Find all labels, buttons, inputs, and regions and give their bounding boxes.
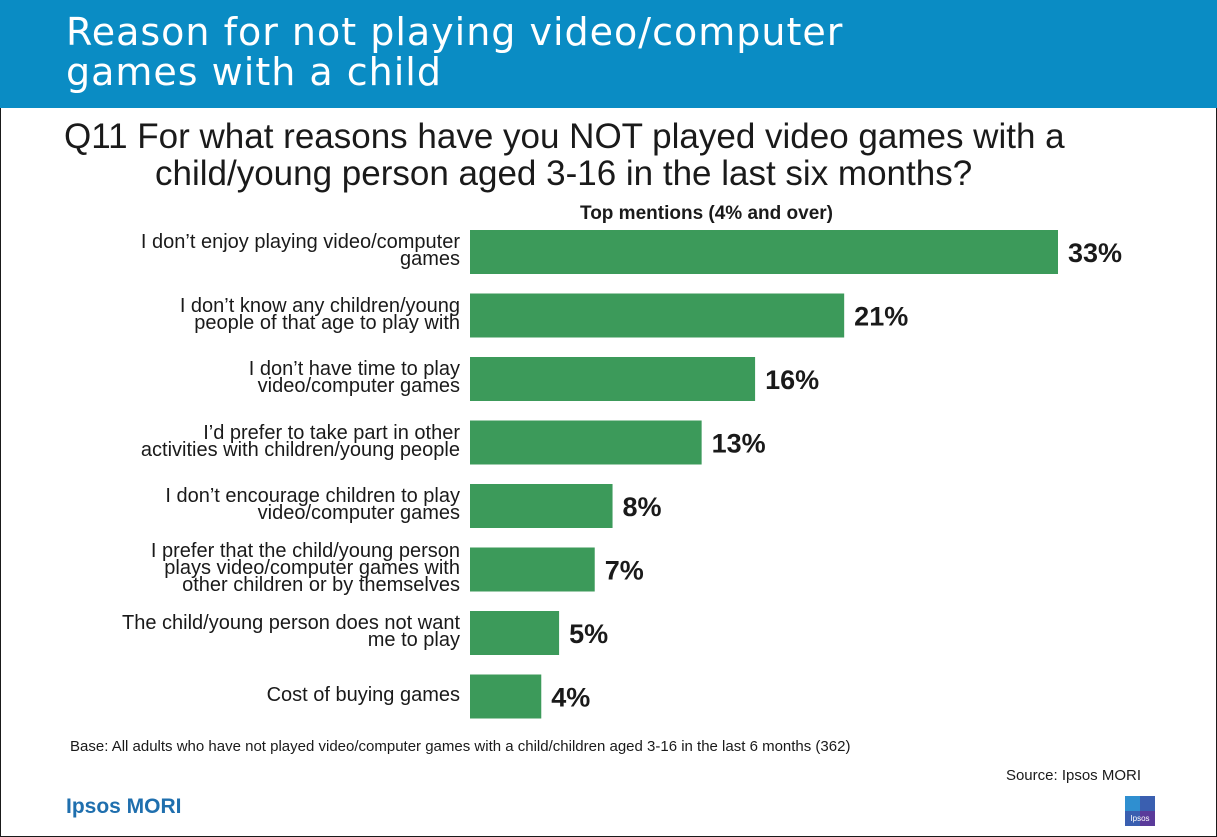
bar-value-label-5: 8% — [623, 492, 662, 522]
title-bar: Reason for not playing video/computer ga… — [0, 0, 1217, 108]
category-label-4: I’d prefer to take part in other activit… — [140, 421, 460, 461]
bar-5 — [470, 484, 613, 528]
chart-title: Top mentions (4% and over) — [580, 203, 834, 224]
bar-value-label-7: 5% — [569, 619, 608, 649]
source-note: Source: Ipsos MORI — [1005, 767, 1141, 784]
bar-6 — [470, 547, 595, 592]
question-line-1: Q11 For what reasons have you NOT played… — [64, 117, 1065, 156]
question-line-2: child/young person aged 3-16 in the last… — [155, 154, 973, 193]
category-label-2: I don’t know any children/young people o… — [179, 294, 460, 334]
category-label-8: Cost of buying games — [266, 684, 460, 706]
category-label-7: The child/young person does not want me … — [122, 612, 460, 651]
bar-value-label-2: 21% — [854, 302, 908, 332]
slide-title-line-2: games with a child — [66, 50, 442, 94]
bar-value-label-3: 16% — [765, 365, 819, 395]
bar-7 — [470, 611, 560, 655]
bar-2 — [470, 293, 845, 338]
slide-title-line-1: Reason for not playing video/computer — [66, 10, 844, 54]
bar-value-label-1: 33% — [1068, 238, 1122, 268]
category-label-3: I don’t have time to play video/computer… — [248, 358, 460, 397]
base-note: Base: All adults who have not played vid… — [70, 738, 851, 755]
category-label-6: I prefer that the child/young person pla… — [150, 540, 460, 596]
bar-4 — [470, 420, 702, 465]
brand-logo-text: Ipsos MORI — [66, 795, 182, 818]
category-label-1: I don’t enjoy playing video/computer gam… — [140, 231, 460, 270]
bar-value-label-8: 4% — [551, 683, 590, 713]
ipsos-logo-icon: Ipsos — [1125, 796, 1155, 826]
bar-value-label-6: 7% — [605, 556, 644, 586]
bar-8 — [470, 674, 542, 719]
bar-3 — [470, 357, 756, 401]
category-label-5: I don’t encourage children to play video… — [165, 485, 460, 524]
svg-text:Ipsos: Ipsos — [1130, 814, 1149, 823]
bar-1 — [470, 230, 1058, 274]
bar-value-label-4: 13% — [712, 429, 766, 459]
